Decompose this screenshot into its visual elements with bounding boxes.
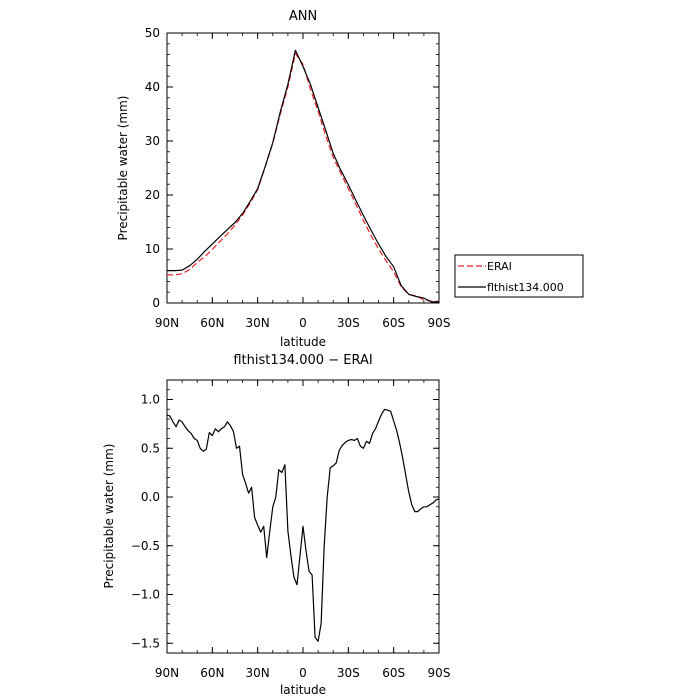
bottom-y-tick-label: −1.0 (131, 588, 160, 602)
legend: ERAI flthist134.000 (454, 254, 584, 298)
top-y-tick-label: 20 (145, 188, 160, 202)
bottom-x-tick-label: 90S (428, 666, 451, 680)
bottom-y-tick-label: 1.0 (141, 393, 160, 407)
top-y-tick-label: 50 (145, 26, 160, 40)
top-x-axis: 90N 60N 30N 0 30S 60S 90S (155, 33, 451, 330)
legend-label-erai: ERAI (487, 260, 512, 273)
top-y-axis: 0 10 20 30 40 50 (145, 26, 439, 310)
top-x-tick-label: 60N (200, 316, 224, 330)
bottom-series-group (166, 408, 440, 642)
bottom-panel: flthist134.000 − ERAI 1.0 0.5 0.0 −0.5 −1.0 −… (102, 353, 450, 697)
top-x-tick-label: 30N (246, 316, 270, 330)
top-chart-title: ANN (289, 9, 317, 24)
top-y-axis-label: Precipitable water (mm) (116, 96, 130, 241)
top-plot-frame (166, 32, 440, 304)
bottom-x-tick-label: 60N (200, 666, 224, 680)
bottom-y-tick-label: 0.5 (141, 441, 160, 455)
top-y-tick-label: 30 (145, 134, 160, 148)
bottom-y-tick-label: 0.0 (141, 490, 160, 504)
top-series-group (167, 49, 439, 303)
bottom-chart-title: flthist134.000 − ERAI (233, 353, 372, 368)
bottom-series-line-0 (166, 408, 440, 642)
top-x-axis-label: latitude (280, 335, 326, 349)
legend-label-flthist: flthist134.000 (487, 281, 564, 294)
top-x-tick-label: 0 (299, 316, 307, 330)
bottom-x-axis-label: latitude (280, 683, 326, 697)
top-x-tick-label: 90S (428, 316, 451, 330)
bottom-plot-frame (166, 379, 440, 654)
top-y-tick-label: 10 (145, 242, 160, 256)
bottom-x-tick-label: 60S (382, 666, 405, 680)
bottom-y-axis: 1.0 0.5 0.0 −0.5 −1.0 −1.5 (131, 379, 439, 654)
top-y-tick-label: 40 (145, 80, 160, 94)
top-x-tick-label: 60S (382, 316, 405, 330)
top-series-line-0 (167, 52, 439, 302)
bottom-x-tick-label: 0 (299, 666, 307, 680)
top-x-tick-label: 30S (337, 316, 360, 330)
bottom-x-tick-label: 90N (155, 666, 179, 680)
bottom-y-tick-label: −1.5 (131, 636, 160, 650)
bottom-x-tick-label: 30N (246, 666, 270, 680)
bottom-y-tick-label: −0.5 (131, 539, 160, 553)
top-series-line-1 (167, 49, 439, 303)
bottom-y-axis-label: Precipitable water (mm) (102, 444, 116, 589)
bottom-x-axis: 90N 60N 30N 0 30S 60S 90S (155, 380, 451, 680)
top-x-tick-label: 90N (155, 316, 179, 330)
top-y-tick-label: 0 (152, 296, 160, 310)
legend-box (454, 254, 584, 298)
top-panel: ANN 0 10 20 30 40 50 90N 60N 30N 0 30S 60S 90S lati… (116, 9, 450, 349)
bottom-x-tick-label: 30S (337, 666, 360, 680)
